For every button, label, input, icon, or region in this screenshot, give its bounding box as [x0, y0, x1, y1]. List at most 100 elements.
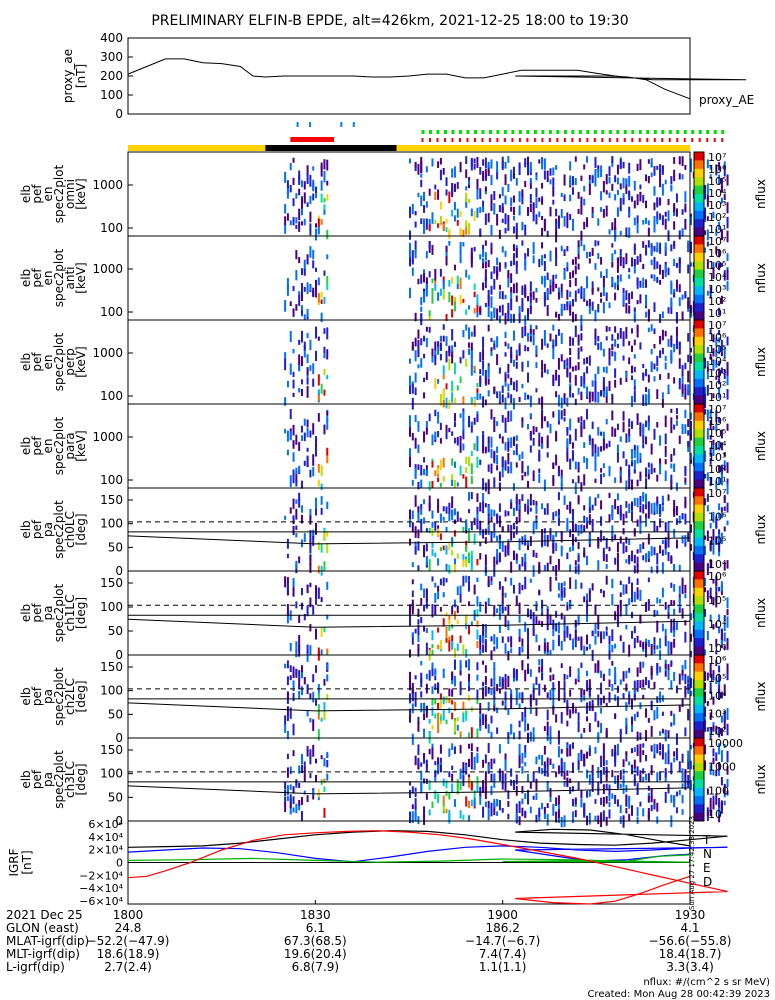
- spec-pixel: [552, 639, 555, 651]
- spec-pixel: [726, 520, 729, 526]
- spec-pixel: [591, 421, 594, 429]
- spec-ytick-label: 0: [115, 648, 123, 662]
- spec-pixel: [625, 253, 628, 265]
- spec-ytick-label: 150: [100, 743, 123, 757]
- spec-pixel: [326, 229, 329, 240]
- spec-pixel: [420, 306, 423, 312]
- spec-pixel: [317, 277, 320, 286]
- spec-pixel: [326, 751, 329, 758]
- spec-pixel: [675, 539, 678, 549]
- spec-ylabel: spec2plot: [52, 332, 66, 391]
- spec-pixel: [470, 564, 473, 571]
- spec-pixel: [409, 790, 411, 799]
- marker-red-tick: [713, 138, 716, 142]
- spec-pixel: [518, 692, 521, 698]
- spec-pixel: [439, 765, 442, 773]
- spec-pixel: [546, 170, 549, 183]
- spec-pixel: [628, 667, 631, 673]
- spec-pixel: [473, 283, 476, 290]
- spec-pixel: [512, 314, 515, 323]
- spec-pixel: [712, 795, 715, 802]
- spec-pixel: [326, 663, 329, 670]
- spec-pixel: [303, 460, 306, 466]
- spec-pixel: [552, 282, 555, 291]
- spec-pixel: [425, 555, 428, 566]
- spec-pixel: [442, 668, 445, 679]
- spec-pixel: [504, 161, 507, 169]
- spec-pixel: [465, 614, 468, 624]
- spec-pixel: [563, 359, 566, 370]
- spec-pixel: [306, 254, 309, 265]
- spec-pixel: [468, 275, 471, 280]
- spec-pixel: [515, 295, 518, 302]
- spec-pixel: [543, 528, 546, 534]
- spec-pixel: [656, 645, 659, 650]
- spec-pixel: [453, 215, 456, 222]
- spec-pixel: [653, 223, 656, 233]
- spec-pixel: [630, 461, 633, 467]
- spec-pixel: [417, 192, 420, 198]
- spec-pixel: [437, 430, 440, 438]
- spec-pixel: [487, 464, 490, 472]
- spec-pixel: [490, 194, 493, 204]
- spec-pixel: [588, 391, 591, 403]
- spec-pixel: [653, 609, 656, 617]
- spec-pixel: [560, 397, 563, 409]
- spec-pixel: [557, 374, 560, 387]
- spec-pixel: [566, 358, 569, 366]
- spec-pixel: [577, 461, 580, 468]
- spec-pixel: [723, 800, 726, 806]
- colorbar-band: [694, 168, 704, 178]
- spec-pixel: [645, 420, 648, 428]
- colorbar-tick-label: 10⁵: [708, 175, 726, 188]
- spec-pixel: [588, 507, 591, 514]
- spec-pixel: [625, 604, 628, 616]
- spec-pixel: [437, 644, 440, 650]
- colorbar-band: [694, 219, 704, 229]
- spec-pixel: [633, 688, 636, 695]
- spec-pixel: [580, 333, 583, 341]
- spec-pixel: [656, 474, 659, 482]
- spec-pixel: [286, 714, 289, 721]
- spec-pixel: [437, 702, 440, 710]
- spec-pixel: [588, 534, 591, 544]
- spec-pixel: [448, 502, 451, 515]
- spec-pixel: [549, 333, 552, 342]
- spec-pixel: [504, 421, 507, 433]
- spec-pixel: [625, 433, 628, 443]
- spec-pixel: [442, 365, 445, 375]
- spec-pixel: [557, 287, 560, 294]
- spec-pixel: [428, 481, 431, 491]
- spec-pixel: [715, 262, 718, 267]
- spec-pixel: [315, 698, 318, 706]
- spec-pixel: [493, 696, 496, 706]
- spec-pixel: [594, 389, 597, 402]
- orbit-row-label: MLT-igrf(dip): [6, 947, 80, 961]
- spec-pixel: [504, 341, 507, 347]
- spec-pixel: [414, 495, 417, 507]
- spec-pixel: [490, 463, 493, 474]
- spec-pixel: [630, 716, 633, 725]
- spec-pixel: [602, 348, 605, 357]
- spec-pixel: [560, 545, 563, 557]
- spec-pixel: [535, 778, 538, 791]
- spec-pixel: [656, 247, 659, 253]
- spec-pixel: [563, 194, 566, 202]
- spec-pixel: [493, 531, 496, 538]
- spec-pixel: [512, 215, 515, 221]
- spec-pixel: [459, 744, 462, 754]
- time-tick-label: 1830: [300, 908, 331, 922]
- spec-pixel: [704, 535, 707, 540]
- spec-pixel: [723, 193, 726, 200]
- spec-pixel: [715, 536, 718, 545]
- spec-pixel: [482, 492, 485, 503]
- spec-pixel: [622, 421, 625, 433]
- spec-pixel: [423, 431, 426, 443]
- spec-pixel: [611, 183, 614, 191]
- spec-pixel: [616, 493, 619, 501]
- spec-pixel: [687, 440, 690, 447]
- spec-pixel: [541, 370, 544, 378]
- spec-pixel: [602, 547, 605, 559]
- spec-pixel: [543, 642, 546, 652]
- spec-pixel: [306, 749, 309, 757]
